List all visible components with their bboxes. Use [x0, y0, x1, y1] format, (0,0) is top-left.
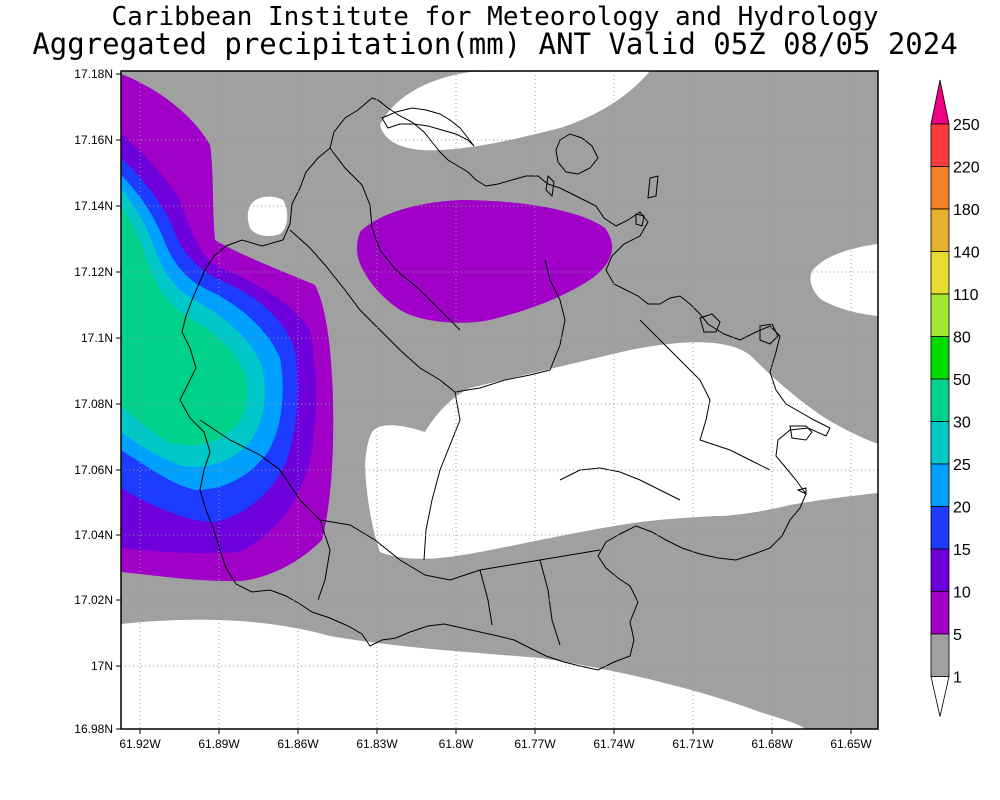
- x-tick-label: 61.92W: [119, 737, 161, 751]
- map-title-organization: Caribbean Institute for Meteorology and …: [111, 2, 879, 32]
- legend-swatch: [930, 506, 950, 550]
- island-coastlines: [179, 97, 831, 671]
- legend-level-label: 250: [953, 117, 980, 134]
- legend-level-label: 180: [953, 202, 980, 219]
- legend-level-label: 50: [953, 372, 971, 389]
- precipitation-legend: 250 220 180 140 110 80 50 30 25 20 15 10 5 1: [930, 79, 980, 717]
- legend-swatch: [930, 79, 950, 125]
- x-tick-label: 61.83W: [356, 737, 398, 751]
- x-tick-label: 61.8W: [439, 737, 474, 751]
- great-bird-island: [555, 133, 599, 175]
- x-tick-label: 61.89W: [198, 737, 240, 751]
- legend-level-label: 110: [953, 287, 979, 304]
- legend-level-label: 80: [953, 330, 971, 347]
- legend-level-label: 20: [953, 500, 971, 517]
- y-tick-label: 17.18N: [74, 67, 113, 81]
- x-tick-label: 61.68W: [751, 737, 793, 751]
- legend-swatch: [930, 336, 950, 380]
- legend-level-label: 140: [953, 245, 980, 262]
- y-tick-label: 17.06N: [74, 463, 113, 477]
- legend-level-label: 15: [953, 542, 971, 559]
- interior-parish-boundaries: [199, 147, 771, 646]
- y-tick-label: 17.12N: [74, 265, 113, 279]
- y-tick-label: 17.04N: [74, 528, 113, 542]
- x-tick-label: 61.86W: [277, 737, 319, 751]
- legend-level-label: 10: [953, 585, 971, 602]
- legend-swatch: [930, 123, 950, 167]
- east-islets: [635, 213, 813, 495]
- legend-swatch: [930, 251, 950, 295]
- x-tick-label: 61.77W: [514, 737, 556, 751]
- legend-swatch: [930, 548, 950, 592]
- map-gridlines: [121, 71, 878, 729]
- y-tick-label: 17.16N: [74, 133, 113, 147]
- map-title-product: Aggregated precipitation(mm) ANT Valid 0…: [32, 27, 958, 61]
- legend-swatch: [930, 208, 950, 252]
- precip-band-5-10-east: [356, 200, 613, 323]
- legend-level-label: 30: [953, 415, 971, 432]
- y-tick-label: 17.02N: [74, 593, 113, 607]
- no-rain-area-south: [121, 619, 805, 729]
- map-frame: [120, 70, 879, 730]
- legend-swatch: [930, 676, 950, 717]
- legend-swatch: [930, 463, 950, 507]
- legend-level-label: 1: [953, 670, 962, 687]
- legend-level-label: 220: [953, 160, 980, 177]
- y-tick-label: 17N: [91, 659, 113, 673]
- legend-swatch: [930, 293, 950, 337]
- north-islet: [545, 174, 659, 199]
- legend-level-label: 25: [953, 457, 971, 474]
- y-tick-label: 16.98N: [74, 722, 113, 736]
- y-tick-label: 17.14N: [74, 199, 113, 213]
- x-tick-label: 61.65W: [830, 737, 872, 751]
- no-rain-area-north: [380, 71, 650, 151]
- no-rain-area-small: [247, 196, 288, 236]
- north-shore-detail: [381, 107, 475, 147]
- y-axis: [116, 73, 121, 730]
- precipitation-field: [121, 71, 878, 729]
- x-tick-label: 61.71W: [672, 737, 714, 751]
- x-axis: [139, 729, 852, 734]
- no-rain-area-northeast: [810, 244, 878, 316]
- no-rain-area-central: [365, 342, 878, 559]
- legend-level-label: 5: [953, 627, 962, 644]
- y-tick-label: 17.08N: [74, 397, 113, 411]
- y-tick-label: 17.1N: [81, 331, 113, 345]
- antigua-coastline: [179, 97, 831, 671]
- x-tick-label: 61.74W: [593, 737, 635, 751]
- legend-swatch: [930, 591, 950, 635]
- legend-swatch: [930, 166, 950, 210]
- legend-swatch: [930, 378, 950, 422]
- legend-swatch: [930, 421, 950, 465]
- legend-swatch: [930, 633, 950, 677]
